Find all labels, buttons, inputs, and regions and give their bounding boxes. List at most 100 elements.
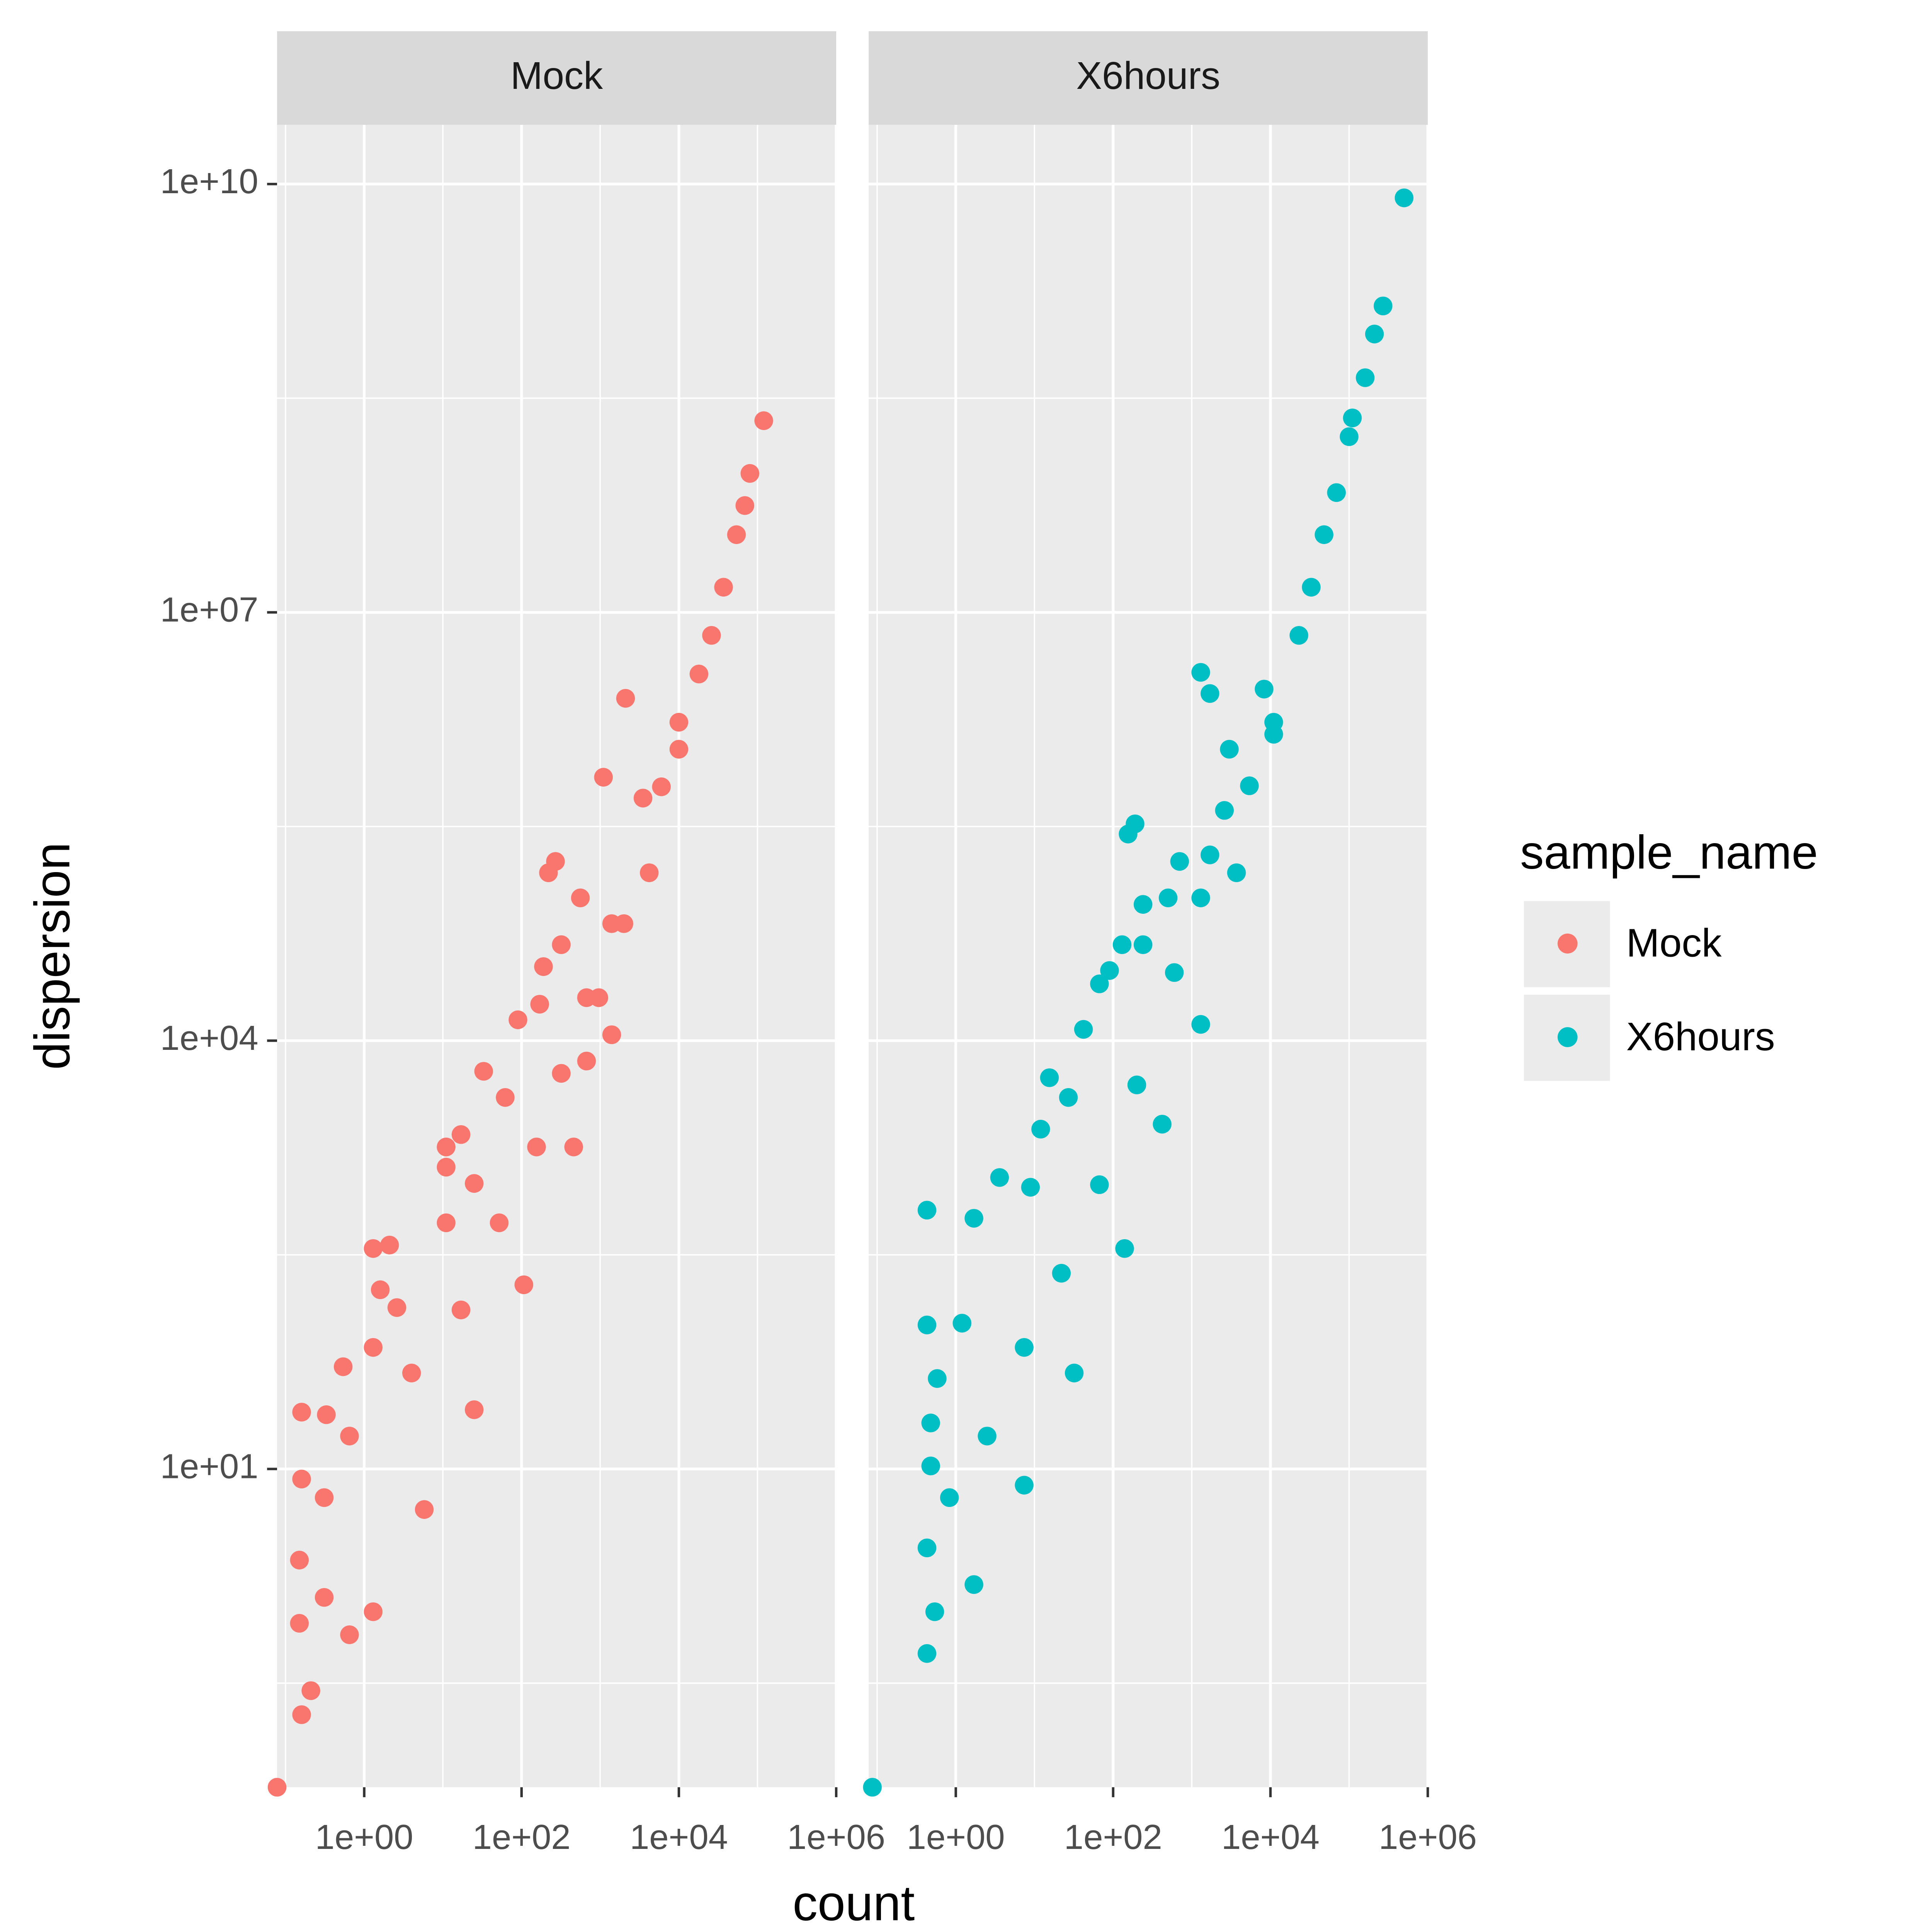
point: [527, 1138, 546, 1156]
point: [552, 935, 571, 954]
point: [1220, 740, 1239, 759]
point: [315, 1488, 334, 1507]
point: [437, 1138, 456, 1156]
point: [267, 1778, 287, 1797]
legend-swatch: [1558, 934, 1578, 954]
point: [925, 1602, 944, 1621]
point: [616, 689, 635, 708]
x-tick-label: 1e+02: [473, 1818, 571, 1857]
point: [317, 1405, 336, 1424]
strip-background: [277, 31, 837, 125]
point: [315, 1588, 334, 1607]
point: [602, 1025, 621, 1044]
strip-label: X6hours: [1076, 54, 1220, 97]
point: [1191, 888, 1210, 907]
point: [387, 1298, 406, 1317]
x-tick-label: 1e+04: [1221, 1818, 1320, 1857]
point: [1240, 776, 1259, 795]
point: [530, 995, 549, 1014]
point: [689, 665, 709, 684]
point: [990, 1168, 1009, 1187]
point: [490, 1213, 509, 1232]
point: [940, 1488, 959, 1507]
point: [714, 578, 733, 597]
point: [1374, 296, 1393, 316]
point: [1365, 325, 1384, 344]
point: [539, 863, 558, 882]
point: [978, 1427, 997, 1446]
panel-background: [277, 124, 837, 1787]
point: [633, 789, 653, 808]
x-tick-label: 1e+06: [1379, 1818, 1477, 1857]
x-tick-label: 1e+00: [315, 1818, 413, 1857]
point: [1158, 888, 1178, 907]
point: [1021, 1178, 1040, 1197]
point: [1227, 863, 1246, 882]
point: [1015, 1338, 1034, 1357]
point: [1133, 935, 1153, 954]
legend-swatch: [1558, 1027, 1578, 1047]
point: [1074, 1020, 1093, 1039]
point: [451, 1125, 471, 1144]
point: [290, 1551, 309, 1570]
y-axis-title: dispersion: [24, 842, 80, 1070]
point: [1100, 961, 1119, 980]
point: [921, 1413, 940, 1432]
point: [301, 1681, 320, 1700]
point: [577, 1051, 596, 1071]
point: [340, 1625, 359, 1644]
point: [415, 1500, 434, 1519]
point: [1115, 1239, 1134, 1258]
point: [952, 1314, 971, 1333]
point: [1340, 427, 1359, 446]
point: [1191, 663, 1210, 682]
point: [1191, 1015, 1210, 1034]
strip-background: [869, 31, 1428, 125]
point: [564, 1138, 583, 1156]
point: [639, 863, 659, 882]
y-tick-label: 1e+10: [160, 162, 259, 201]
point: [1215, 801, 1234, 820]
point: [754, 411, 773, 430]
point: [1127, 1075, 1146, 1094]
point: [1090, 1175, 1109, 1194]
point: [863, 1778, 882, 1797]
point: [1327, 483, 1346, 502]
point: [1264, 725, 1283, 744]
point: [437, 1213, 456, 1232]
point: [1289, 626, 1308, 645]
point: [1015, 1476, 1034, 1495]
point: [474, 1062, 493, 1081]
point: [1255, 680, 1274, 699]
point: [614, 914, 633, 933]
point: [340, 1427, 359, 1446]
point: [290, 1614, 309, 1633]
point: [1315, 525, 1333, 544]
point: [364, 1338, 383, 1357]
point: [1170, 852, 1189, 871]
point: [917, 1315, 937, 1335]
point: [514, 1275, 533, 1294]
point: [1090, 974, 1109, 993]
legend-label: Mock: [1626, 920, 1722, 965]
point: [577, 988, 596, 1007]
point: [1040, 1068, 1059, 1087]
point: [917, 1644, 937, 1663]
point: [1395, 188, 1414, 207]
point: [1119, 825, 1138, 844]
point: [1052, 1264, 1071, 1283]
strip-label: Mock: [510, 54, 603, 97]
point: [333, 1357, 353, 1376]
point: [740, 464, 759, 483]
point: [437, 1158, 456, 1177]
point: [702, 626, 721, 645]
point: [552, 1064, 571, 1083]
point: [1153, 1115, 1172, 1134]
point: [1031, 1120, 1050, 1139]
point: [735, 496, 754, 515]
point: [921, 1456, 940, 1476]
point: [669, 740, 689, 759]
point: [1355, 368, 1375, 387]
